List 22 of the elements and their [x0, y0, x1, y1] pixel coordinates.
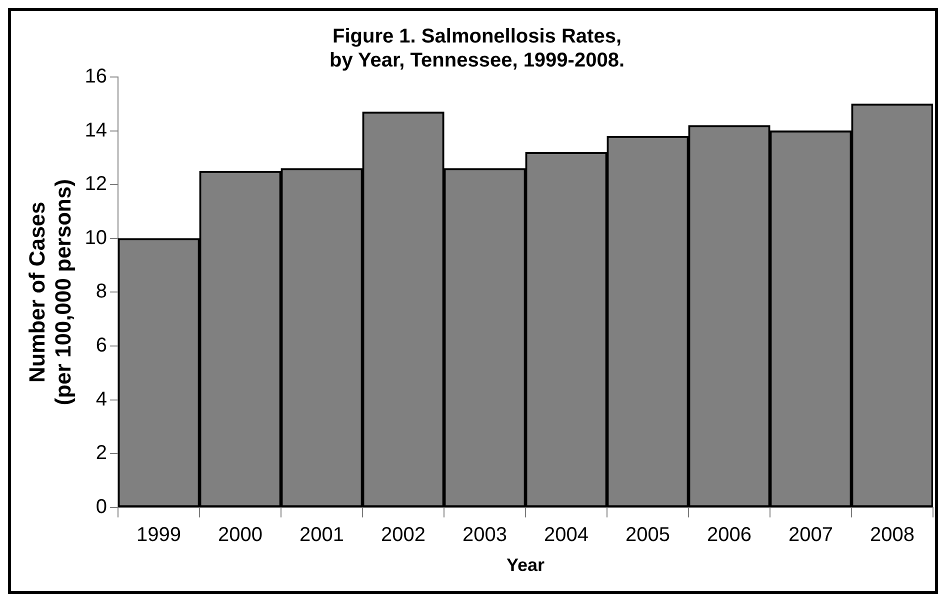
y-tick-label: 12 [84, 173, 108, 196]
y-tick-label: 2 [96, 442, 108, 464]
y-tick-label: 10 [84, 226, 108, 249]
y-axis-title: Number of Cases (per 100,000 persons) [24, 179, 76, 406]
x-tick-label: 2007 [788, 524, 834, 546]
x-tick-label: 2001 [300, 524, 344, 546]
x-axis-title: Year [506, 555, 545, 576]
x-tick-label: 2003 [462, 524, 508, 546]
y-tick-label: 14 [84, 119, 108, 142]
y-tick-label: 4 [96, 388, 108, 410]
x-tick-label: 2008 [870, 524, 914, 546]
y-tick-label: 0 [96, 496, 108, 518]
y-tick-label: 16 [84, 66, 108, 88]
x-tick-label: 2000 [218, 524, 263, 546]
chart-title: Figure 1. Salmonellosis Rates, by Year, Tennessee, 1999-2008. [329, 26, 625, 72]
x-tick-label: 2002 [381, 524, 426, 546]
x-tick-label: 2006 [707, 524, 752, 546]
x-tick-label: 2005 [626, 524, 670, 546]
x-tick-label: 1999 [136, 524, 182, 546]
x-tick-label: 2004 [544, 524, 589, 546]
y-tick-label: 6 [96, 334, 108, 357]
y-tick-label: 8 [96, 280, 108, 303]
